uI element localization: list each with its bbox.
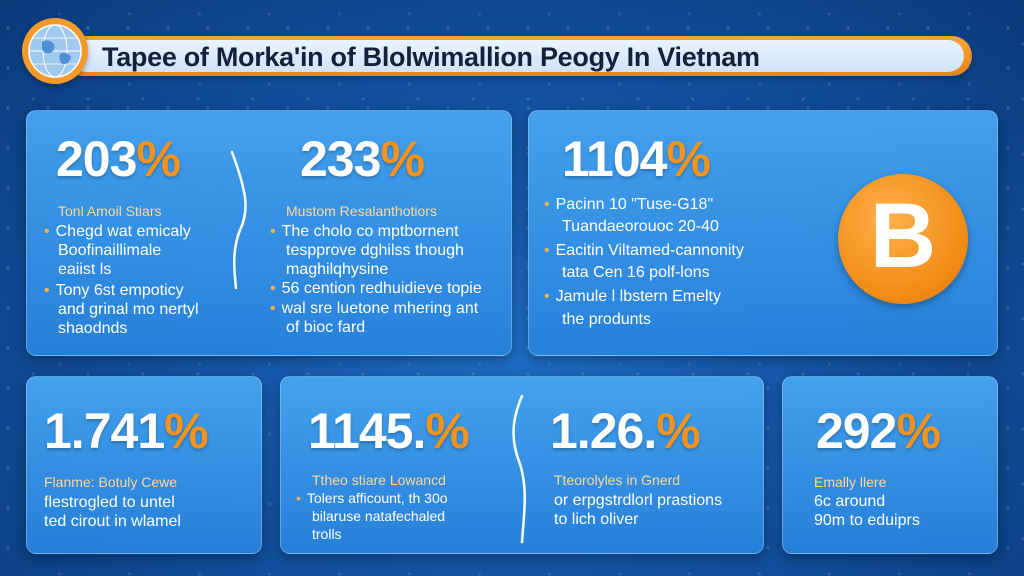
- stat-value: 1104: [562, 131, 667, 187]
- card2-line-1: The cholo co mptbornent: [270, 223, 459, 241]
- bitcoin-icon: B: [838, 174, 968, 304]
- card5-line-2: bilaruse natafechaled: [312, 508, 446, 524]
- card3-line-3: Eacitin Viltamed-cannonity: [544, 242, 744, 260]
- card1-subtitle: Tonl Amoil Stiars: [58, 203, 162, 219]
- stat-card1: 203%: [56, 130, 181, 188]
- stat-card4: 1.741%: [44, 402, 209, 460]
- stat-card3: 1104%: [562, 130, 711, 188]
- card2-line-4: 56 cention redhuidieve topie: [270, 280, 482, 298]
- stat-unit: %: [896, 403, 940, 459]
- card1-line-4: Tony 6st empoticy: [44, 282, 184, 300]
- card4-line-2: ted cirout in wlamel: [44, 513, 181, 530]
- stat-card2: 233%: [300, 130, 425, 188]
- stat-value: 1.26.: [550, 403, 657, 459]
- stat-unit: %: [164, 403, 208, 459]
- card7-subtitle: Emally llere: [814, 474, 887, 490]
- card7-line-2: 90m to eduiprs: [814, 512, 920, 529]
- card-bottom-left: [26, 376, 262, 554]
- card1-line-5: and grinal mo nertyl: [58, 301, 199, 318]
- card4-line-1: flestrogled to untel: [44, 494, 175, 511]
- bitcoin-symbol: B: [869, 185, 937, 287]
- card6-line-1: or erpgstrdlorl prastions: [554, 492, 723, 509]
- divider-curve-1: [230, 150, 247, 290]
- card1-line-6: shaodnds: [58, 320, 128, 337]
- card4-subtitle: Flanme: Botuly Cewe: [44, 474, 178, 490]
- card5-subtitle: Ttheo stiare Lowancd: [312, 472, 446, 488]
- card3-line-4: tata Cen 16 polf-lons: [562, 264, 710, 281]
- banner-title: Tapee of Morka'in of Blolwimallion Peogy…: [102, 42, 760, 72]
- stat-value: 233: [300, 131, 381, 187]
- card6-line-2: to lich oliver: [554, 511, 639, 528]
- stat-card7: 292%: [816, 402, 941, 460]
- divider-curve-2: [512, 394, 527, 544]
- stat-value: 292: [816, 403, 897, 459]
- stat-unit: %: [666, 131, 710, 187]
- card2-line-2: tespprove dghilss though: [286, 242, 464, 259]
- banner-bar: [62, 36, 972, 76]
- card2-line-5: wal sre luetone mhering ant: [270, 300, 479, 318]
- card2-line-3: maghilqhysine: [286, 261, 389, 278]
- stat-value: 1.741: [44, 403, 165, 459]
- card5-line-1: Tolers afficount, th 30o: [296, 490, 448, 506]
- card1-line-3: eaiist ls: [58, 261, 112, 278]
- card-bottom-middle: [280, 376, 764, 554]
- stat-unit: %: [425, 403, 469, 459]
- card3-line-6: the produnts: [562, 311, 651, 328]
- card3-line-2: Tuandaeorouoc 20-40: [562, 218, 719, 235]
- stat-card5: 1145.%: [308, 402, 470, 460]
- card3-line-5: Jamule l lbstern Emelty: [544, 288, 721, 306]
- stat-card6: 1.26.%: [550, 402, 701, 460]
- card6-subtitle: Tteorolyles in Gnerd: [554, 472, 681, 488]
- card3-line-1: Pacinn 10 "Tuse-G18": [544, 196, 714, 214]
- stat-unit: %: [136, 131, 180, 187]
- stat-unit: %: [380, 131, 424, 187]
- card-bottom-right: [782, 376, 998, 554]
- card5-line-3: trolls: [312, 526, 342, 542]
- card7-line-1: 6c around: [814, 493, 886, 510]
- stat-value: 1145.: [308, 403, 426, 459]
- stat-value: 203: [56, 131, 137, 187]
- stat-unit: %: [656, 403, 700, 459]
- title-banner: Tapee of Morka'in of Blolwimallion Peogy…: [22, 18, 972, 84]
- card1-line-1: Chegd wat emicaly: [44, 223, 191, 241]
- card2-subtitle: Mustom Resalanthotiors: [286, 203, 437, 219]
- card1-line-2: Boofinaillimale: [58, 242, 162, 259]
- card2-line-6: of bioc fard: [286, 319, 366, 336]
- globe-icon: [22, 18, 88, 84]
